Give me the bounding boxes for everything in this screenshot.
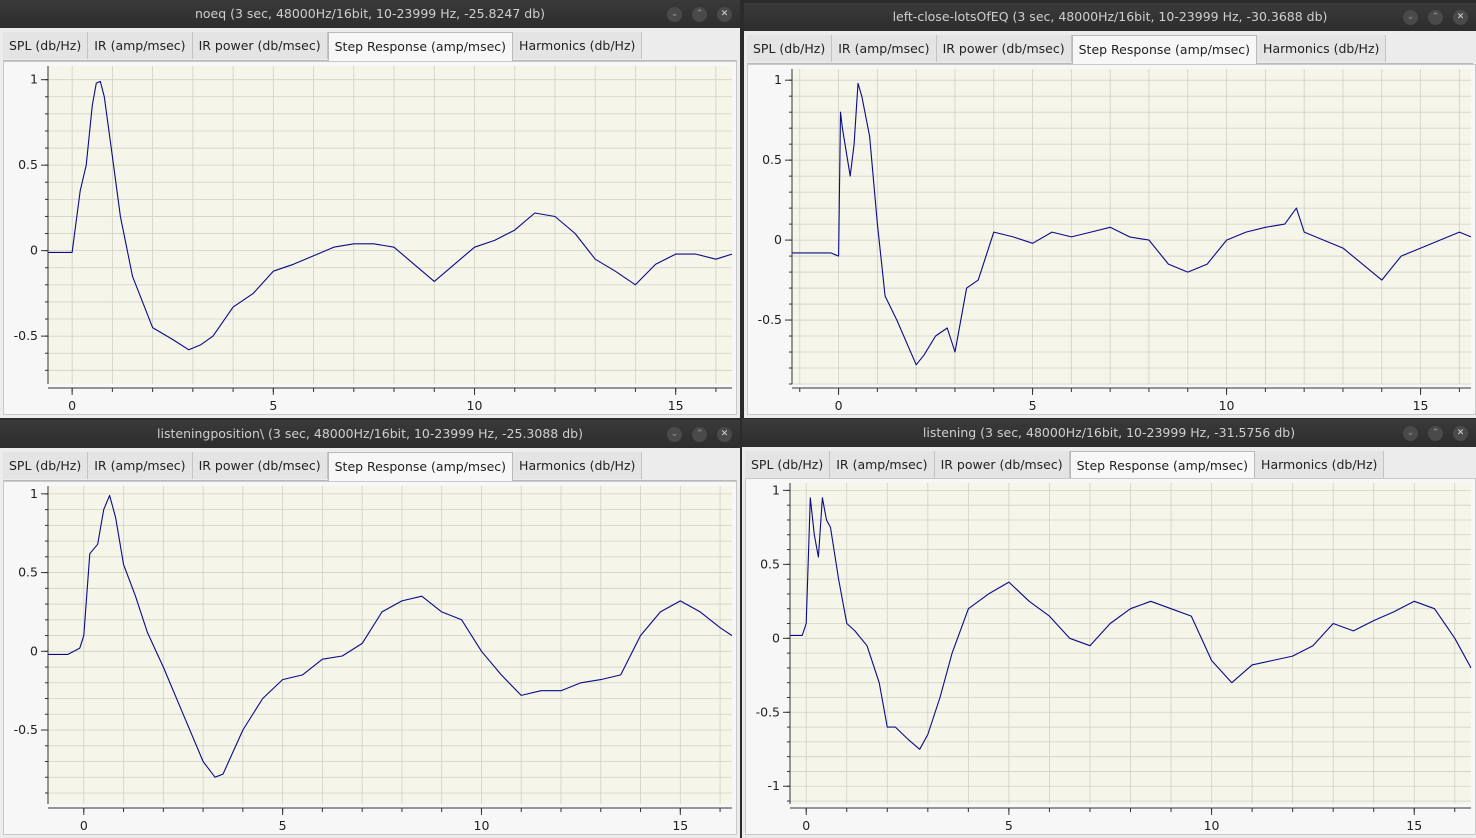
x-tick-label: 5 <box>269 398 277 413</box>
tab-spl[interactable]: SPL (db/Hz) <box>745 451 831 478</box>
tab-ir-power[interactable]: IR power (db/msec) <box>192 32 328 59</box>
series-line <box>792 82 1472 366</box>
y-tick-label: 1 <box>774 72 782 87</box>
window-titlebar[interactable]: listening (3 sec, 48000Hz/16bit, 10-2399… <box>742 419 1476 447</box>
maximize-icon[interactable]: ⌃ <box>692 6 707 22</box>
close-icon[interactable]: ✕ <box>1453 425 1468 441</box>
tab-spl[interactable]: SPL (db/Hz) <box>747 35 833 62</box>
tab-ir-power[interactable]: IR power (db/msec) <box>934 451 1070 478</box>
x-tick-label: 10 <box>1219 398 1235 413</box>
x-tick-label: 15 <box>1413 398 1429 413</box>
window-titlebar[interactable]: listeningposition\ (3 sec, 48000Hz/16bit… <box>0 420 740 448</box>
y-tick-label: -1 <box>768 778 780 793</box>
minimize-icon[interactable]: ⌄ <box>1403 9 1418 25</box>
x-tick-label: 0 <box>802 818 810 833</box>
plot-area: 1 0.5 0 -0.5 0 5 10 15 <box>3 61 737 415</box>
y-tick-label: -0.5 <box>758 312 782 327</box>
tab-bar: SPL (db/Hz) IR (amp/msec) IR power (db/m… <box>745 451 1473 480</box>
window-title: noeq (3 sec, 48000Hz/16bit, 10-23999 Hz,… <box>194 6 546 21</box>
y-tick-label: -0.5 <box>14 328 38 343</box>
y-tick-label: 1 <box>30 72 38 87</box>
tab-ir[interactable]: IR (amp/msec) <box>832 35 937 62</box>
plot-area: 1 0.5 0 -0.5 0 5 10 15 <box>3 481 737 835</box>
close-icon[interactable]: ✕ <box>717 426 732 442</box>
y-tick-label: 1 <box>30 486 38 501</box>
plot-area: 1 0.5 0 -0.5 0 5 10 15 <box>747 64 1476 415</box>
tab-ir[interactable]: IR (amp/msec) <box>830 451 935 478</box>
window-listeningposition: listeningposition\ (3 sec, 48000Hz/16bit… <box>0 420 740 838</box>
tab-bar: SPL (db/Hz) IR (amp/msec) IR power (db/m… <box>747 35 1473 64</box>
y-tick-label: 0 <box>30 243 38 258</box>
tab-ir-power[interactable]: IR power (db/msec) <box>192 452 328 479</box>
tab-step-response[interactable]: Step Response (amp/msec) <box>1069 451 1256 480</box>
y-tick-label: -0.5 <box>14 722 38 737</box>
tab-step-response[interactable]: Step Response (amp/msec) <box>327 452 514 481</box>
x-tick-label: 10 <box>467 398 483 413</box>
window-left-close-lots-of-eq: left-close-lotsOfEQ (3 sec, 48000Hz/16bi… <box>744 3 1476 418</box>
y-tick-label: 0.5 <box>760 556 780 571</box>
x-tick-label: 10 <box>1204 818 1220 833</box>
maximize-icon[interactable]: ⌃ <box>1428 9 1443 25</box>
minimize-icon[interactable]: ⌄ <box>667 426 682 442</box>
tab-bar: SPL (db/Hz) IR (amp/msec) IR power (db/m… <box>3 32 737 61</box>
maximize-icon[interactable]: ⌃ <box>1428 425 1443 441</box>
y-tick-label: 0 <box>774 232 782 247</box>
y-tick-label: 1 <box>772 482 780 497</box>
x-tick-label: 15 <box>668 398 684 413</box>
x-tick-label: 0 <box>835 398 843 413</box>
window-titlebar[interactable]: noeq (3 sec, 48000Hz/16bit, 10-23999 Hz,… <box>0 0 740 28</box>
window-title: listening (3 sec, 48000Hz/16bit, 10-2399… <box>922 425 1296 440</box>
series-line <box>790 497 1472 750</box>
close-icon[interactable]: ✕ <box>1453 9 1468 25</box>
series-line <box>48 494 733 778</box>
y-tick-label: 0.5 <box>18 157 38 172</box>
x-tick-label: 15 <box>672 818 688 833</box>
step-response-chart: 1 0.5 0 -0.5 0 5 10 15 <box>14 66 733 413</box>
plot-area: 1 0.5 0 -0.5 -1 0 5 10 15 <box>745 478 1476 835</box>
x-tick-label: 0 <box>68 398 76 413</box>
y-tick-label: 0 <box>30 643 38 658</box>
x-tick-label: 5 <box>1029 398 1037 413</box>
window-title: listeningposition\ (3 sec, 48000Hz/16bit… <box>157 426 583 441</box>
tab-ir[interactable]: IR (amp/msec) <box>88 452 193 479</box>
tab-bar: SPL (db/Hz) IR (amp/msec) IR power (db/m… <box>3 452 737 481</box>
tab-spl[interactable]: SPL (db/Hz) <box>3 32 89 59</box>
tab-ir[interactable]: IR (amp/msec) <box>88 32 193 59</box>
tab-ir-power[interactable]: IR power (db/msec) <box>936 35 1072 62</box>
x-tick-label: 5 <box>279 818 287 833</box>
step-response-chart: 1 0.5 0 -0.5 -1 0 5 10 15 <box>756 482 1472 833</box>
x-tick-label: 15 <box>1406 818 1422 833</box>
step-response-chart: 1 0.5 0 -0.5 0 5 10 15 <box>14 486 733 833</box>
plot-background <box>792 69 1471 384</box>
tab-harmonics[interactable]: Harmonics (db/Hz) <box>1255 451 1385 478</box>
tab-harmonics[interactable]: Harmonics (db/Hz) <box>1257 35 1387 62</box>
y-tick-label: 0 <box>772 630 780 645</box>
window-noeq: noeq (3 sec, 48000Hz/16bit, 10-23999 Hz,… <box>0 0 740 418</box>
tab-harmonics[interactable]: Harmonics (db/Hz) <box>513 32 643 59</box>
series-line <box>48 80 733 351</box>
maximize-icon[interactable]: ⌃ <box>692 426 707 442</box>
tab-spl[interactable]: SPL (db/Hz) <box>3 452 89 479</box>
plot-background <box>48 66 732 384</box>
window-title: left-close-lotsOfEQ (3 sec, 48000Hz/16bi… <box>892 9 1328 24</box>
y-tick-label: 0.5 <box>18 565 38 580</box>
minimize-icon[interactable]: ⌄ <box>1403 425 1418 441</box>
y-tick-label: 0.5 <box>762 152 782 167</box>
tab-harmonics[interactable]: Harmonics (db/Hz) <box>513 452 643 479</box>
window-listening: listening (3 sec, 48000Hz/16bit, 10-2399… <box>742 419 1476 838</box>
close-icon[interactable]: ✕ <box>717 6 732 22</box>
minimize-icon[interactable]: ⌄ <box>667 6 682 22</box>
tab-step-response[interactable]: Step Response (amp/msec) <box>327 32 514 61</box>
x-tick-label: 0 <box>80 818 88 833</box>
tab-step-response[interactable]: Step Response (amp/msec) <box>1071 35 1258 64</box>
x-tick-label: 5 <box>1005 818 1013 833</box>
y-tick-label: -0.5 <box>756 704 780 719</box>
window-titlebar[interactable]: left-close-lotsOfEQ (3 sec, 48000Hz/16bi… <box>744 3 1476 31</box>
x-tick-label: 10 <box>474 818 490 833</box>
plot-background <box>48 486 732 804</box>
step-response-chart: 1 0.5 0 -0.5 0 5 10 15 <box>758 69 1472 413</box>
